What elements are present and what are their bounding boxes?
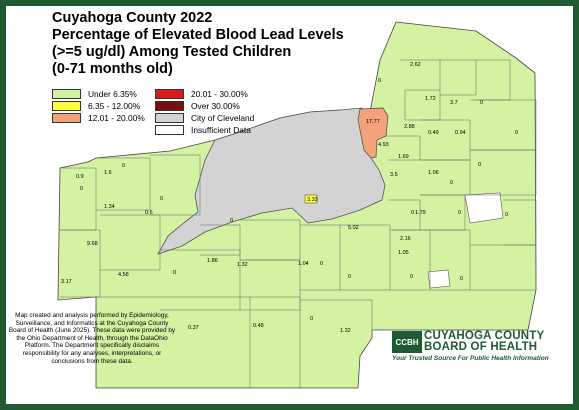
yellow-region [304,194,318,204]
legend-swatch [155,101,184,111]
map-label: 1.79 [415,210,426,216]
map-label: 0 [80,186,83,192]
map-label: 0.94 [455,130,466,136]
map-label: 0 [515,130,518,136]
title-line: (>=5 ug/dl) Among Tested Children [52,44,292,60]
legend-item: Over 30.00% [155,101,240,111]
map-label: 4.93 [378,142,389,148]
map-label: 0 [458,210,461,216]
map-label: 1.32 [340,328,351,334]
map-label: 0.6 [145,210,153,216]
map-label: 0 [320,261,323,267]
map-label: 0.37 [188,325,199,331]
map-label: 17.77 [366,119,380,125]
legend-label: Under 6.35% [88,89,137,99]
map-label: 2.16 [400,236,411,242]
map-label: 9.68 [87,241,98,247]
legend-item: 12.01 - 20.00% [52,113,145,123]
map-label: 0 [310,316,313,322]
legend-label: Over 30.00% [191,101,240,111]
map-label: 3.33 [307,197,318,203]
map-label: 1.32 [237,262,248,268]
legend-item: Insufficient Data [155,125,251,135]
map-label: 0 [378,78,381,84]
map-label: 4.58 [118,272,129,278]
map-label: 1.69 [398,154,409,160]
legend-swatch [155,113,184,123]
map-label: 2.62 [410,62,421,68]
map-label: 1.72 [425,96,436,102]
map-label: 0 [411,210,414,216]
map-label: 1.06 [428,170,439,176]
map-label: 0 [122,163,125,169]
legend-swatch [155,89,184,99]
legend-label: City of Cleveland [191,113,255,123]
map-label: 1.04 [298,261,309,267]
highlight-region [357,107,389,159]
map-label: 1.86 [207,258,218,264]
legend-swatch [52,113,81,123]
map-label: 2.88 [404,124,415,130]
title-line: Cuyahoga County 2022 [52,10,213,26]
map-label: 0 [460,276,463,282]
map-label: 0.9 [76,174,84,180]
map-label: 0 [410,274,413,280]
cleveland-region [157,107,386,255]
legend-swatch [52,89,81,99]
logo-line2: BOARD OF HEALTH [424,341,538,353]
map-label: 0.48 [253,323,264,329]
legend-item: City of Cleveland [155,113,254,123]
legend-item: Under 6.35% [52,89,137,99]
legend-swatch [155,125,184,135]
map-label: 0 [348,274,351,280]
map-label: 1.05 [398,250,409,256]
insufficient-data-region [427,269,451,289]
map-label: 3.5 [390,172,398,178]
legend-item: 6.35 - 12.00% [52,101,140,111]
map-label: 1.34 [104,204,115,210]
legend-label: 20.01 - 30.00% [191,89,248,99]
ccbh-logo: CCBH CUYAHOGA COUNTY BOARD OF HEALTH You… [392,330,572,363]
municipal-boundaries [60,59,537,389]
title-line: Percentage of Elevated Blood Lead Levels [52,27,344,43]
map-label: 0 [478,162,481,168]
map-label: 0.49 [428,130,439,136]
logo-abbrev: CCBH [392,331,422,353]
legend-label: 6.35 - 12.00% [88,101,141,111]
map-labels: 2.62 0 1.72 3.7 0 17.77 2.88 0.49 0.94 0… [61,62,518,334]
legend-label: Insufficient Data [191,125,251,135]
logo-tagline: Your Trusted Source For Public Health In… [392,355,549,362]
map-label: 0 [173,270,176,276]
map-label: 5.02 [348,225,359,231]
legend-swatch [52,101,81,111]
map-label: 0 [505,212,508,218]
title-line: (0-71 months old) [52,61,173,77]
map-label: 0 [230,218,233,224]
credit-text: Map created and analysis performed by Ep… [8,312,176,365]
legend-label: 12.01 - 20.00% [88,113,145,123]
map-label: 0 [450,180,453,186]
map-label: 3.17 [61,279,72,285]
insufficient-data-region [464,192,504,224]
map-label: 1.6 [104,170,112,176]
logo-line1: CUYAHOGA COUNTY [424,330,545,342]
map-label: 3.7 [450,100,458,106]
map-label: 0 [480,100,483,106]
map-title: Cuyahoga County 2022 Percentage of Eleva… [52,10,344,78]
legend-item: 20.01 - 30.00% [155,89,248,99]
map-label: 0 [160,196,163,202]
